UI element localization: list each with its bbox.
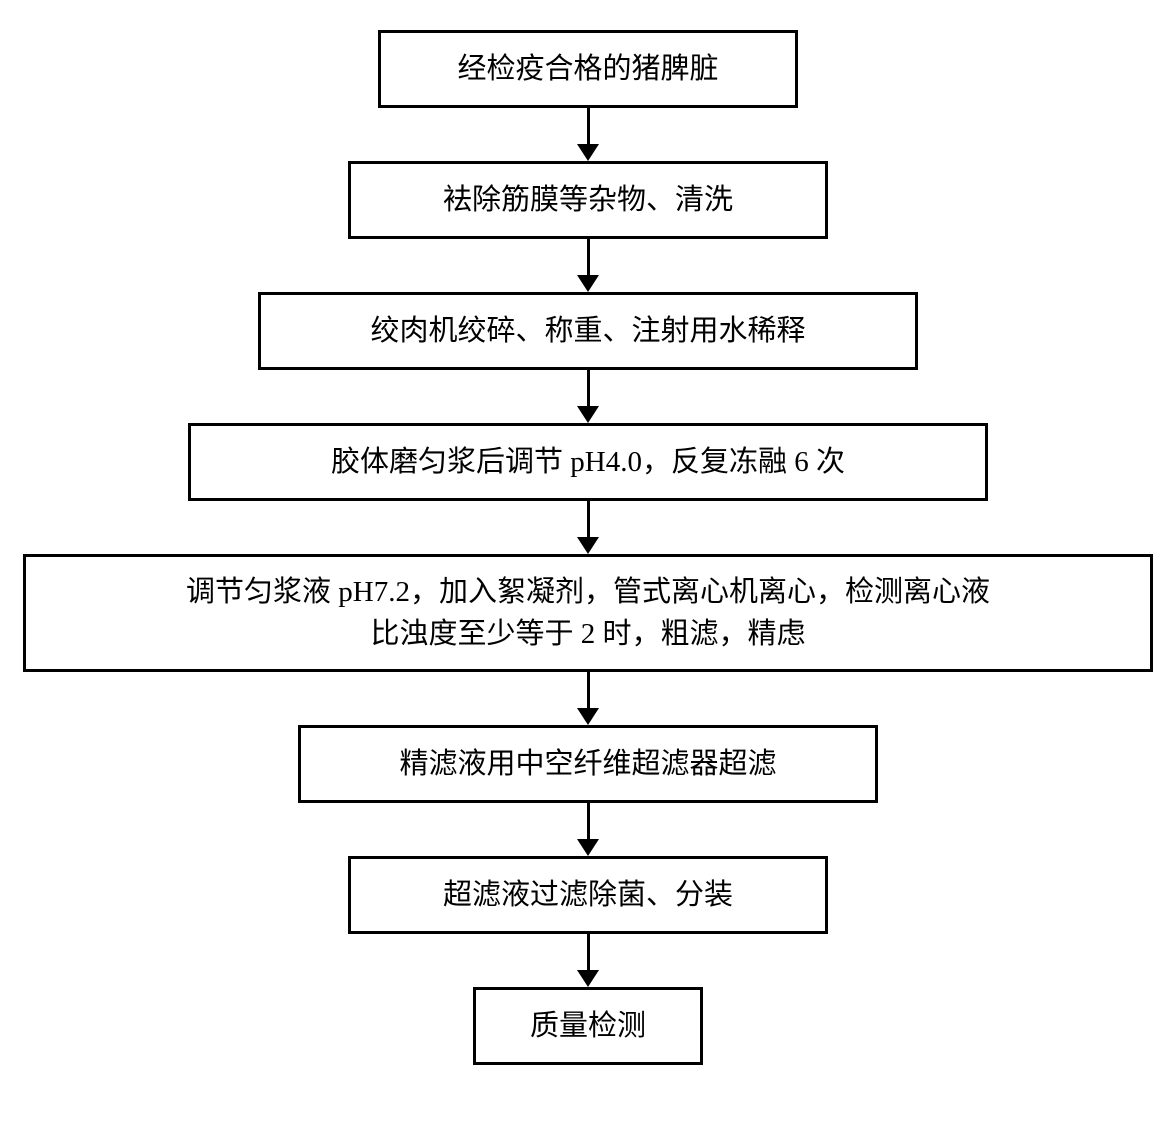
flowchart-container: 经检疫合格的猪脾脏 袪除筋膜等杂物、清洗 绞肉机绞碎、称重、注射用水稀释 胶体磨… — [0, 0, 1176, 1065]
step-5: 调节匀浆液 pH7.2，加入絮凝剂，管式离心机离心，检测离心液 比浊度至少等于 … — [23, 554, 1153, 672]
arrow-3 — [577, 370, 599, 423]
arrow-7 — [577, 934, 599, 987]
step-3-label: 绞肉机绞碎、称重、注射用水稀释 — [370, 310, 805, 352]
step-5-label-line2: 比浊度至少等于 2 时，粗滤，精虑 — [370, 613, 805, 655]
step-4: 胶体磨匀浆后调节 pH4.0，反复冻融 6 次 — [188, 423, 988, 501]
step-2-label: 袪除筋膜等杂物、清洗 — [443, 179, 733, 221]
step-8-label: 质量检测 — [530, 1005, 646, 1047]
arrow-2 — [577, 239, 599, 292]
step-6-label: 精滤液用中空纤维超滤器超滤 — [399, 743, 776, 785]
step-7-label: 超滤液过滤除菌、分装 — [443, 874, 733, 916]
step-4-label: 胶体磨匀浆后调节 pH4.0，反复冻融 6 次 — [331, 441, 845, 483]
step-1: 经检疫合格的猪脾脏 — [378, 30, 798, 108]
step-6: 精滤液用中空纤维超滤器超滤 — [298, 725, 878, 803]
step-5-label-line1: 调节匀浆液 pH7.2，加入絮凝剂，管式离心机离心，检测离心液 — [186, 571, 990, 613]
arrow-4 — [577, 501, 599, 554]
step-3: 绞肉机绞碎、称重、注射用水稀释 — [258, 292, 918, 370]
step-1-label: 经检疫合格的猪脾脏 — [457, 48, 718, 90]
arrow-6 — [577, 803, 599, 856]
step-8: 质量检测 — [473, 987, 703, 1065]
step-2: 袪除筋膜等杂物、清洗 — [348, 161, 828, 239]
arrow-1 — [577, 108, 599, 161]
arrow-5 — [577, 672, 599, 725]
step-7: 超滤液过滤除菌、分装 — [348, 856, 828, 934]
